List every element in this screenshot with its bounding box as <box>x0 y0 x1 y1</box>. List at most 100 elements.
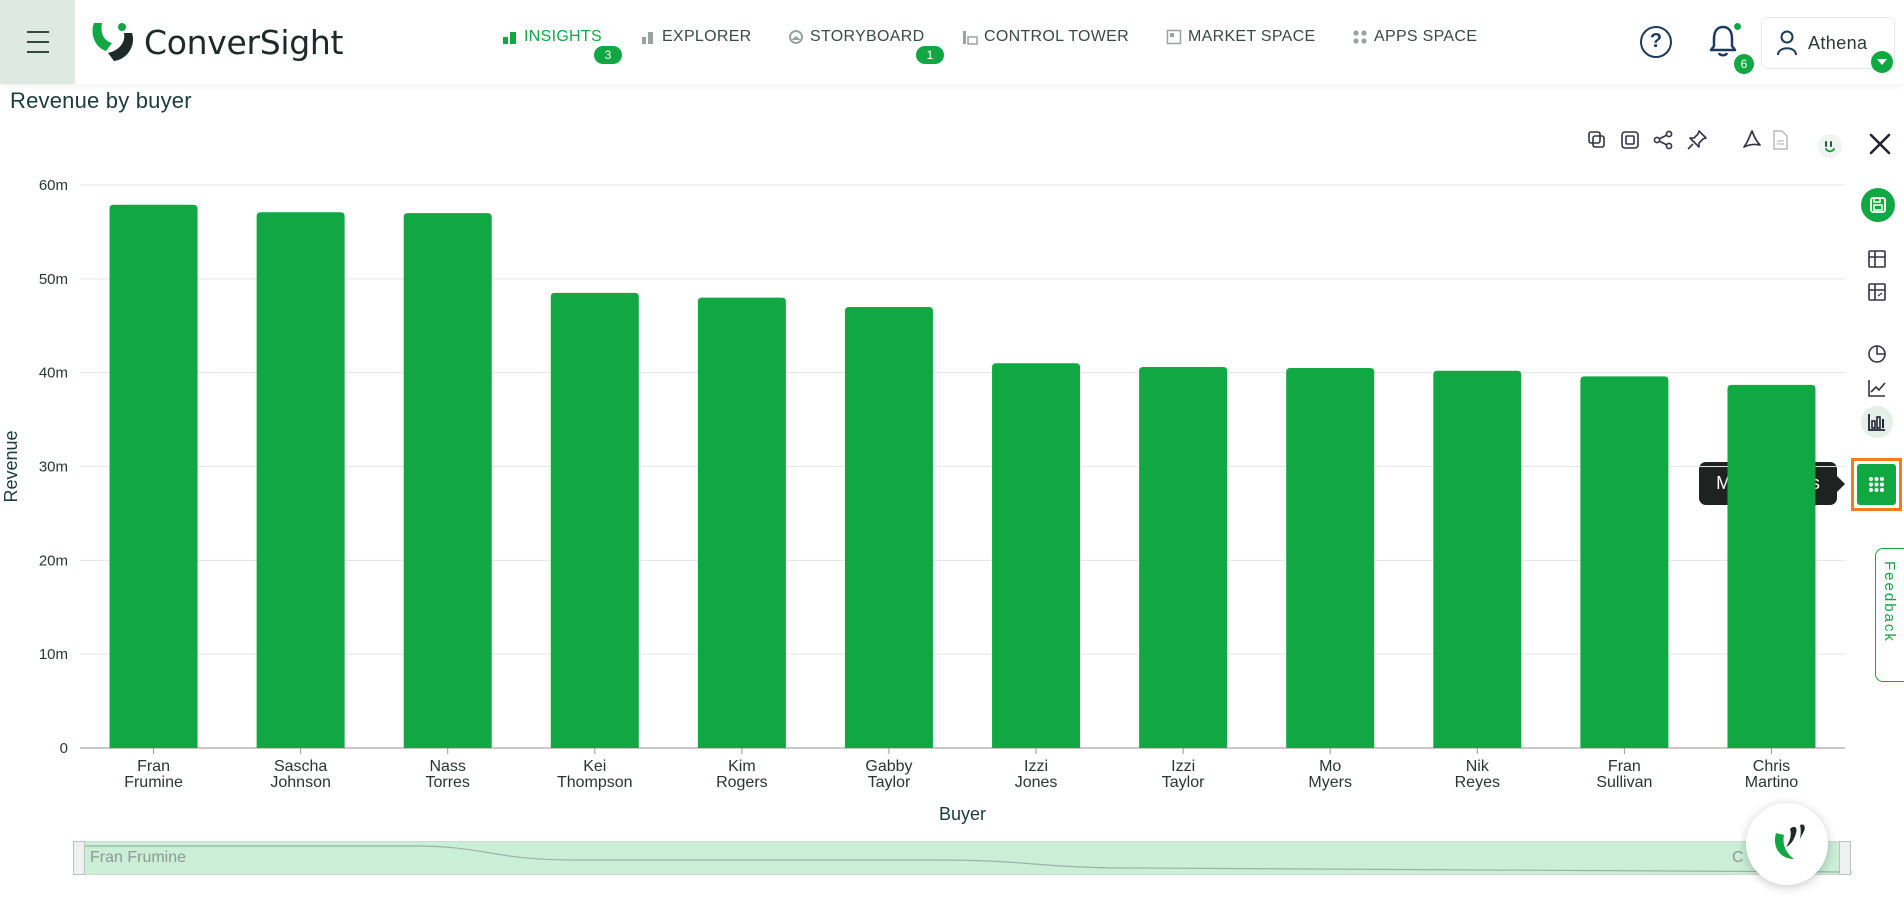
brand-name: ConverSight <box>144 22 344 62</box>
bar <box>256 212 345 748</box>
explorer-icon <box>642 32 653 44</box>
top-bar: ConverSight INSIGHTS 3 EXPLORER STORYBOA… <box>0 0 1904 84</box>
page-title: Revenue by buyer <box>10 88 192 113</box>
apps-space-icon <box>1353 30 1367 44</box>
nav-market-space[interactable]: MARKET SPACE <box>1166 28 1315 46</box>
pie-chart-icon[interactable] <box>1866 343 1888 365</box>
bar <box>403 213 492 748</box>
menu-button[interactable] <box>0 0 75 84</box>
assistant-chat-button[interactable] <box>1746 803 1828 885</box>
scroller-preview-line <box>74 845 1853 873</box>
x-tick-label: Kim <box>728 758 756 775</box>
hamburger-icon <box>26 27 49 57</box>
save-button[interactable] <box>1861 188 1895 222</box>
notification-count-badge: 6 <box>1734 54 1754 74</box>
x-tick-label: Johnson <box>270 774 331 791</box>
x-tick-label: Martino <box>1745 774 1798 791</box>
conversight-logo-icon <box>92 23 134 61</box>
notification-dot <box>1734 23 1741 30</box>
nav-storyboard-label: STORYBOARD <box>810 28 925 45</box>
user-name: Athena <box>1808 32 1868 53</box>
nav-explorer-label: EXPLORER <box>662 28 752 45</box>
y-tick-label: 0 <box>60 740 68 757</box>
x-tick-label: Fran <box>1608 758 1641 775</box>
bar-chart-button[interactable] <box>1861 406 1893 438</box>
nav-apps-space[interactable]: APPS SPACE <box>1352 28 1477 46</box>
document-icon[interactable] <box>1769 129 1791 151</box>
x-tick-label: Fran <box>137 758 170 775</box>
market-space-icon <box>1166 29 1182 45</box>
y-tick-label: 60m <box>39 177 68 194</box>
x-tick-label: Taylor <box>868 774 911 791</box>
nav-explorer[interactable]: EXPLORER <box>640 28 752 46</box>
nav-apps-space-label: APPS SPACE <box>1374 28 1478 45</box>
range-scroller[interactable] <box>73 841 1853 875</box>
x-tick-label: Sascha <box>274 758 327 775</box>
y-tick-label: 50m <box>39 271 68 288</box>
bar <box>109 204 198 748</box>
x-tick-label: Taylor <box>1162 774 1205 791</box>
control-tower-icon <box>963 31 978 45</box>
bar <box>697 297 786 748</box>
x-tick-label: Gabby <box>865 758 912 775</box>
x-tick-label: Reyes <box>1455 774 1500 791</box>
table-icon[interactable] <box>1866 248 1888 270</box>
x-tick-label: Sullivan <box>1596 774 1652 791</box>
y-tick-label: 40m <box>39 365 68 382</box>
user-icon <box>1777 30 1797 56</box>
scroller-left-label: Fran Frumine <box>90 849 187 866</box>
help-icon[interactable]: ? <box>1640 26 1672 58</box>
y-tick-label: 10m <box>39 646 68 663</box>
face-icon[interactable] <box>1817 133 1843 159</box>
storyboard-badge: 1 <box>916 46 944 64</box>
x-tick-label: Mo <box>1319 758 1341 775</box>
x-tick-label: Kei <box>583 758 606 775</box>
nav-market-space-label: MARKET SPACE <box>1188 28 1316 45</box>
user-dropdown-caret-icon[interactable] <box>1871 51 1893 73</box>
feedback-label: Feedback <box>1881 561 1898 643</box>
revenue-bar-chart: 010m20m30m40m50m60mFranFrumineSaschaJohn… <box>1 177 1845 824</box>
line-chart-icon[interactable] <box>1866 377 1888 399</box>
more-visuals-button[interactable] <box>1851 458 1902 511</box>
user-menu[interactable]: Athena <box>1761 17 1895 69</box>
nav-control-tower[interactable]: CONTROL TOWER <box>962 28 1129 46</box>
bar <box>550 292 639 748</box>
pivot-table-icon[interactable] <box>1866 281 1888 303</box>
scroller-right-handle[interactable] <box>1839 841 1851 875</box>
bar <box>1433 370 1522 748</box>
copy-image-icon[interactable] <box>1619 129 1641 151</box>
feedback-tab[interactable]: Feedback <box>1875 548 1904 682</box>
x-tick-label: Izzi <box>1024 758 1048 775</box>
nav-storyboard[interactable]: STORYBOARD <box>788 28 924 46</box>
bar <box>844 306 933 748</box>
nav-insights[interactable]: INSIGHTS <box>502 28 602 46</box>
y-axis-title: Revenue <box>1 430 21 502</box>
x-tick-label: Nik <box>1466 758 1490 775</box>
bell-icon[interactable] <box>1708 24 1738 60</box>
bar-chart-icon <box>1868 414 1885 431</box>
x-tick-label: Rogers <box>716 774 768 791</box>
x-tick-label: Izzi <box>1171 758 1195 775</box>
bar <box>1286 367 1375 748</box>
x-tick-label: Myers <box>1308 774 1352 791</box>
nav-control-tower-label: CONTROL TOWER <box>984 28 1129 45</box>
share-icon[interactable] <box>1652 129 1674 151</box>
x-axis-title: Buyer <box>939 804 986 824</box>
grid-icon <box>1869 477 1884 492</box>
save-icon <box>1870 197 1886 213</box>
bar <box>1139 367 1228 748</box>
close-icon[interactable] <box>1866 130 1894 158</box>
assistant-logo-icon <box>1774 824 1805 859</box>
copy-icon[interactable] <box>1586 129 1608 151</box>
scroller-left-handle[interactable] <box>73 841 85 875</box>
pin-icon[interactable] <box>1686 129 1708 151</box>
pdf-icon[interactable] <box>1741 129 1763 151</box>
x-tick-label: Torres <box>425 774 469 791</box>
y-tick-label: 20m <box>39 552 68 569</box>
x-tick-label: Nass <box>429 758 465 775</box>
bar <box>992 363 1081 748</box>
x-tick-label: Thompson <box>557 774 633 791</box>
logo[interactable]: ConverSight <box>88 18 343 66</box>
x-tick-label: Jones <box>1015 774 1058 791</box>
y-tick-label: 30m <box>39 459 68 476</box>
